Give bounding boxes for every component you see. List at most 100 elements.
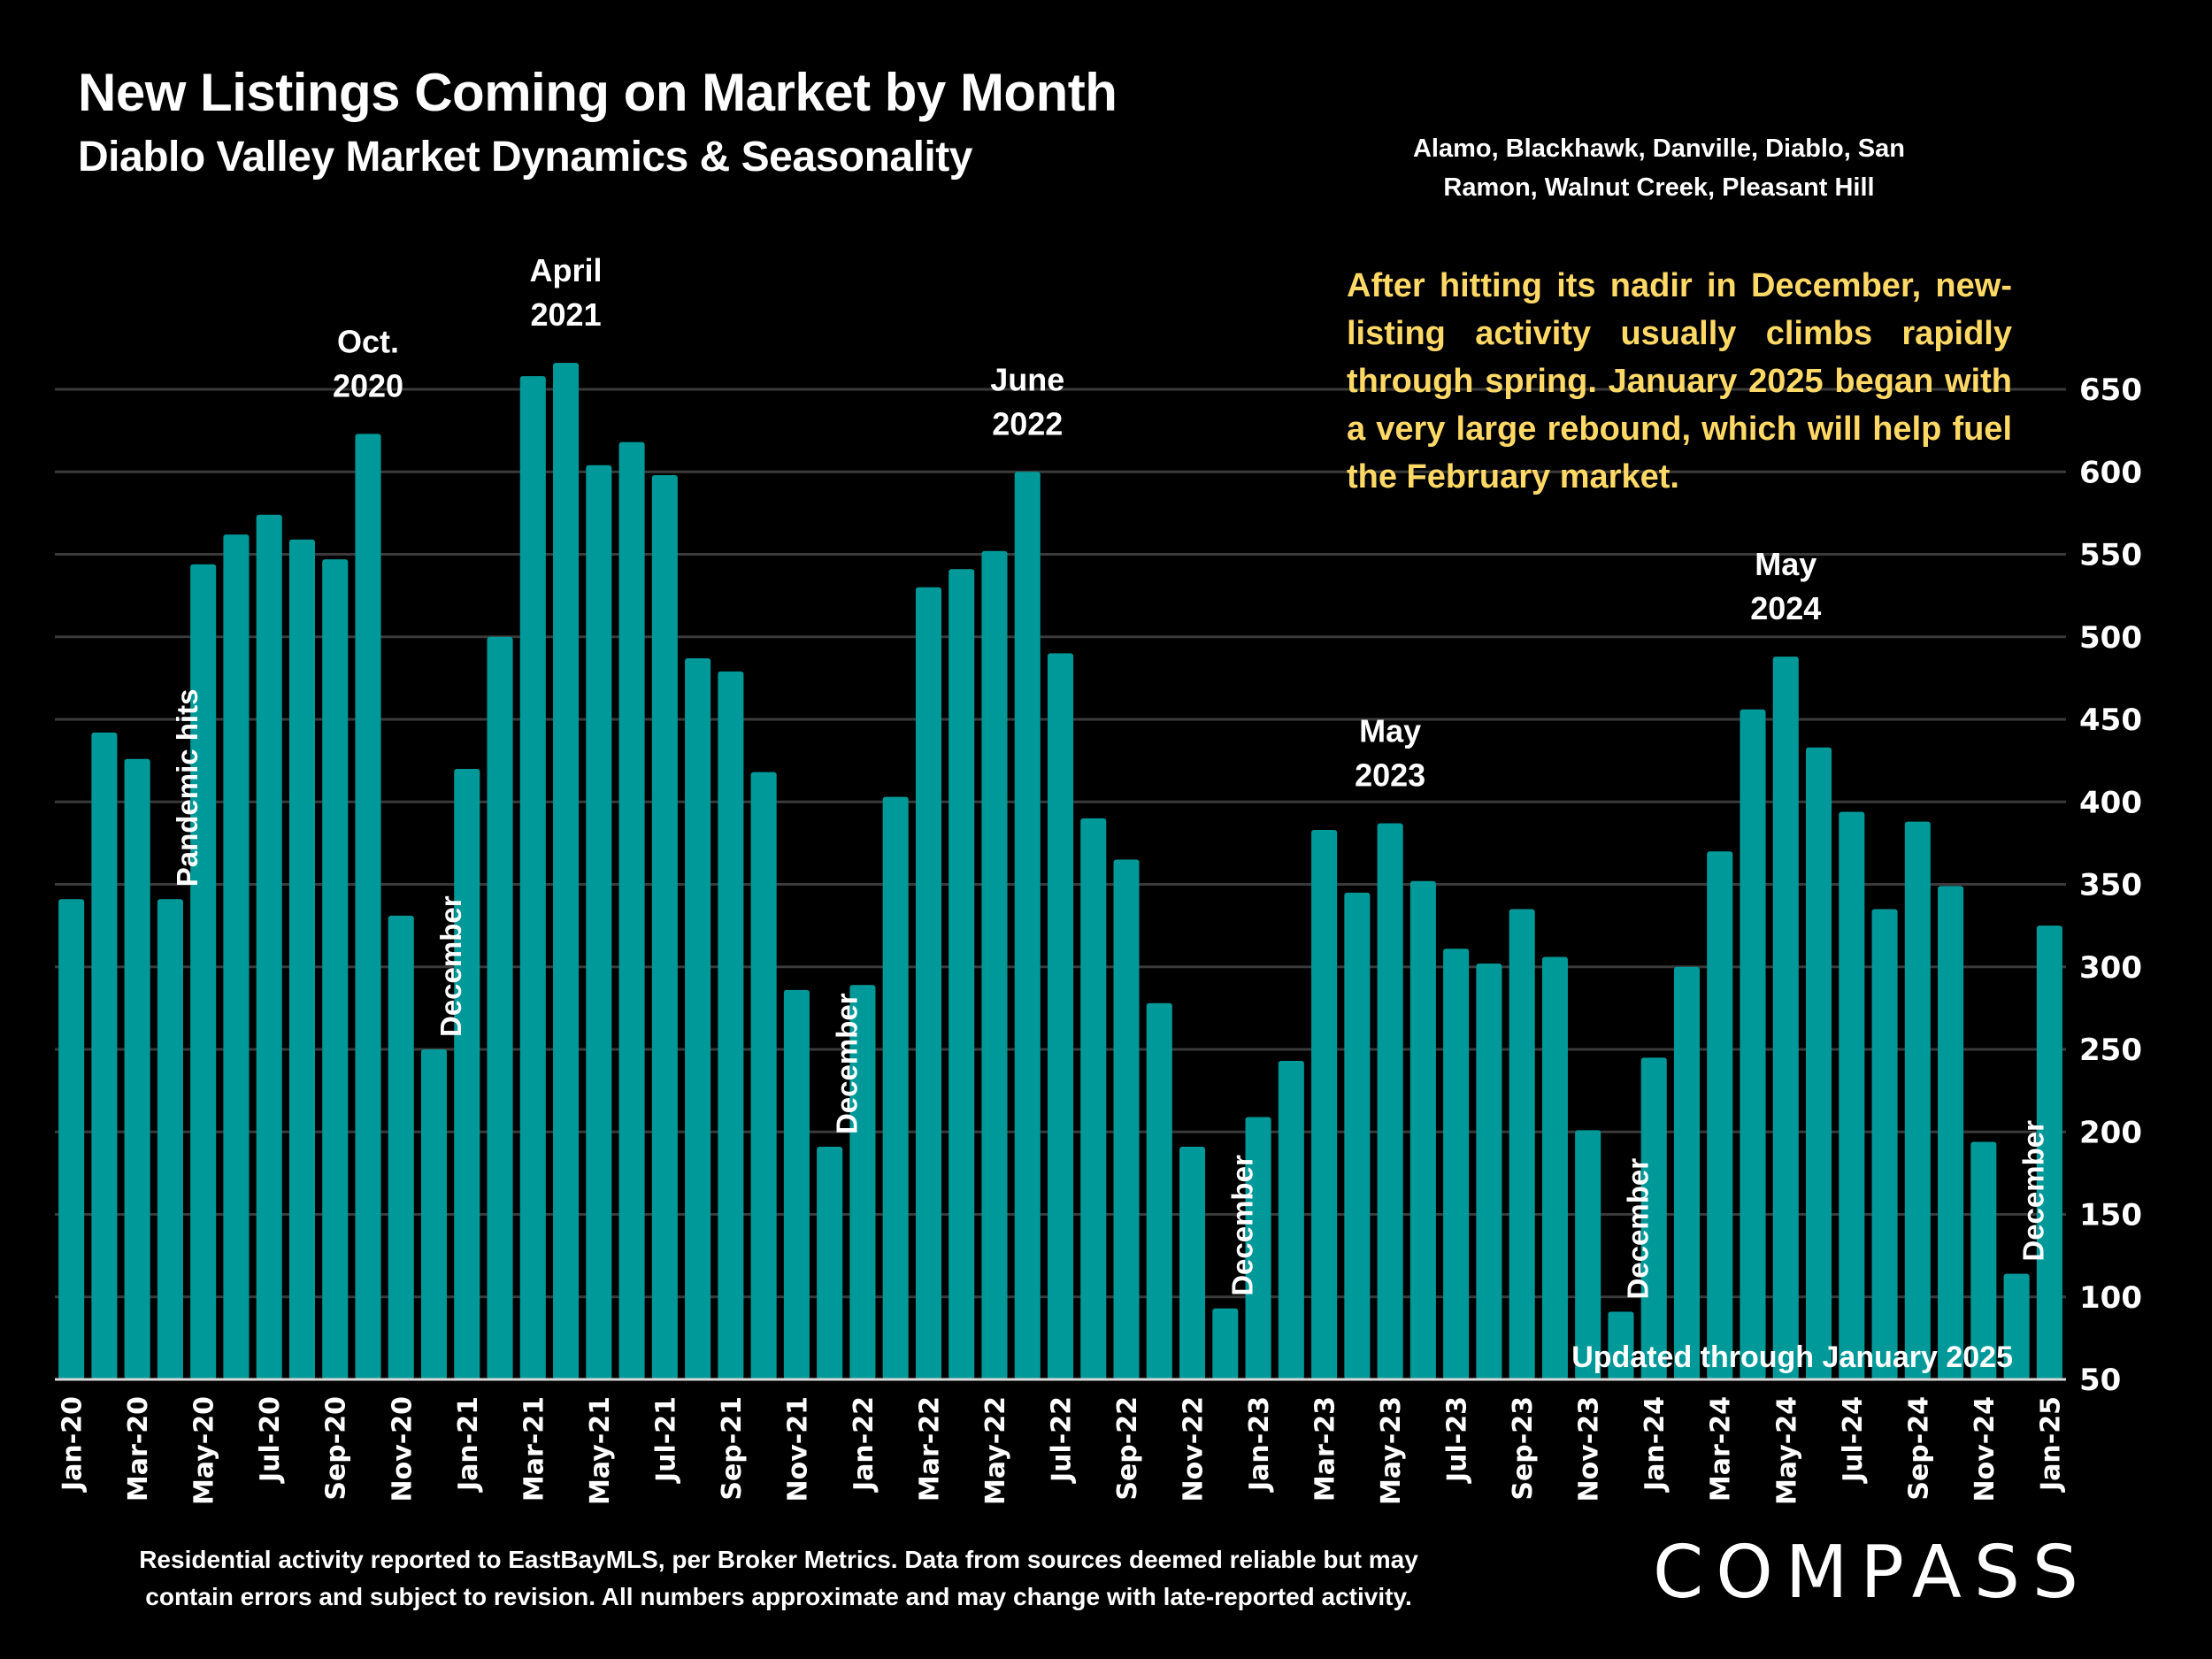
x-tick-label: Jul-24 (1838, 1396, 1869, 1484)
bar (288, 539, 315, 1379)
bar (190, 564, 217, 1379)
annotation-line: May (1755, 546, 1816, 582)
x-tick-label: Sep-21 (717, 1396, 748, 1501)
bar (1772, 657, 1799, 1379)
updated-note: Updated through January 2025 (1571, 1340, 2013, 1374)
x-tick-label: Nov-23 (1574, 1396, 1605, 1502)
footer-line-2: contain errors and subject to revision. … (145, 1583, 1412, 1610)
bar (157, 899, 183, 1379)
bar (651, 474, 678, 1379)
bar (718, 671, 744, 1379)
bar (949, 569, 975, 1379)
bar (487, 636, 513, 1379)
bar (1212, 1308, 1239, 1379)
x-tick-label: Mar-22 (914, 1396, 945, 1502)
bar (1509, 909, 1535, 1379)
x-tick-label: Sep-24 (1903, 1396, 1934, 1501)
bar (91, 732, 118, 1379)
annotation-line: April (530, 252, 603, 288)
bar (1904, 821, 1931, 1379)
x-tick-label: Mar-23 (1310, 1396, 1341, 1502)
bar (1014, 472, 1041, 1379)
annotation-label: December (1225, 1155, 1258, 1296)
x-tick-label: Jul-22 (1047, 1396, 1078, 1484)
bar (1608, 1311, 1634, 1379)
bar (882, 796, 909, 1379)
x-tick-label: May-22 (980, 1396, 1011, 1505)
x-tick-label: Jul-21 (650, 1396, 681, 1484)
bar (355, 434, 381, 1380)
annotation-label: May 2024 (1750, 546, 1821, 626)
annotation-label: December (830, 993, 863, 1134)
x-tick-label: Jan-25 (2035, 1396, 2066, 1493)
bar (1245, 1117, 1271, 1379)
bar (1409, 880, 1436, 1379)
bar (1541, 956, 1568, 1379)
region-list: Alamo, Blackhawk, Danville, Diablo, San … (1380, 129, 1938, 207)
bar (1311, 829, 1338, 1379)
annotation-line: 2021 (531, 296, 602, 333)
y-tick-label: 550 (2079, 538, 2142, 573)
bar (322, 559, 349, 1379)
bar (553, 363, 580, 1379)
bar (586, 465, 612, 1379)
x-tick-label: Nov-21 (782, 1396, 813, 1502)
x-tick-label: Jan-22 (849, 1396, 879, 1493)
bar (618, 442, 645, 1380)
region-line-1: Alamo, Blackhawk, Danville, Diablo, San (1412, 134, 1905, 163)
x-tick-label: May-24 (1771, 1396, 1802, 1505)
bar (1278, 1061, 1304, 1379)
chart-subtitle: Diablo Valley Market Dynamics & Seasonal… (78, 134, 972, 180)
bar (1113, 859, 1140, 1379)
x-tick-label: Nov-22 (1179, 1396, 1210, 1502)
bar (1575, 1130, 1601, 1379)
y-tick-label: 400 (2079, 785, 2142, 820)
bar (124, 758, 150, 1379)
bar (2003, 1273, 2030, 1379)
x-tick-label: Nov-20 (387, 1396, 418, 1502)
annotation-line: 2020 (333, 367, 403, 403)
bar (1740, 709, 1766, 1379)
bar (519, 376, 546, 1380)
bar (454, 768, 480, 1379)
x-tick-label: Jul-20 (255, 1396, 286, 1484)
bar-annotations: Pandemic hits Oct. 2020 December April 2021 De… (171, 252, 2050, 1299)
bar (915, 587, 941, 1379)
bar (1476, 964, 1502, 1379)
annotation-line: 2023 (1355, 757, 1425, 793)
annotation-line: 2024 (1750, 590, 1821, 626)
bar (223, 534, 250, 1379)
x-tick-label: Jan-20 (58, 1396, 88, 1493)
bar (750, 772, 777, 1379)
y-tick-label: 500 (2079, 620, 2142, 656)
annotation-label: Pandemic hits (171, 689, 204, 887)
y-tick-label: 150 (2079, 1198, 2142, 1233)
x-tick-label: Sep-20 (321, 1396, 352, 1501)
annotation-label: Oct. 2020 (333, 323, 403, 403)
y-tick-label: 200 (2079, 1115, 2142, 1150)
y-tick-label: 250 (2079, 1033, 2142, 1068)
bar (388, 915, 414, 1379)
bar (1673, 966, 1701, 1379)
bar (58, 899, 85, 1379)
bar (1871, 909, 1898, 1379)
y-tick-label: 600 (2079, 455, 2142, 490)
annotation-line: 2022 (992, 405, 1063, 442)
bar (1377, 823, 1403, 1379)
x-tick-label: Jan-24 (1640, 1396, 1671, 1493)
bar (1047, 653, 1074, 1379)
commentary-text: After hitting its nadir in December, new… (1347, 267, 2012, 495)
bar (2036, 926, 2062, 1379)
chart-title: New Listings Coming on Market by Month (78, 63, 1118, 122)
x-tick-label: Mar-20 (123, 1396, 154, 1502)
bar (1146, 1002, 1172, 1379)
y-axis-labels: 50 100 150 200 250 300 350 400 450 500 550 600 650 (2079, 373, 2142, 1398)
x-tick-label: Jan-23 (1244, 1396, 1275, 1493)
footer-line-1: Residential activity reported to EastBay… (139, 1546, 1418, 1573)
bar (1938, 886, 1964, 1379)
x-tick-label: Sep-23 (1508, 1396, 1539, 1501)
bars (58, 363, 2062, 1380)
annotation-line: Oct. (337, 323, 399, 359)
annotation-label: June 2022 (990, 361, 1064, 442)
